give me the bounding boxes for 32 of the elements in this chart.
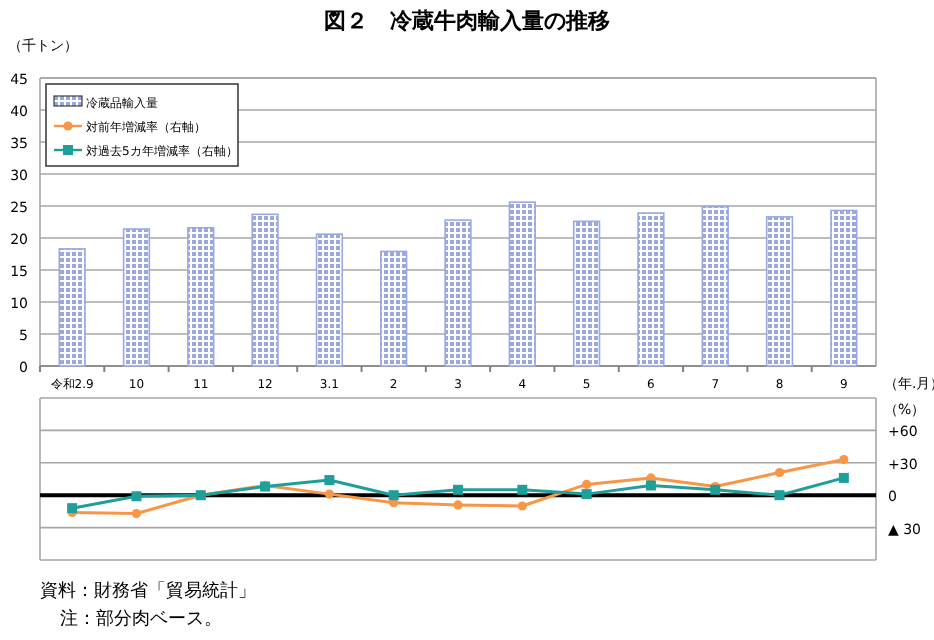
- bar: [58, 248, 86, 367]
- point: [839, 454, 849, 465]
- point: [324, 489, 334, 499]
- bar: [122, 228, 151, 367]
- text: 資料：財務省「貿易統計」: [40, 580, 256, 602]
- point: [131, 508, 142, 519]
- point: [774, 467, 785, 478]
- bar: [637, 212, 665, 367]
- bar: [315, 233, 344, 367]
- point: [453, 484, 463, 495]
- point: [774, 490, 785, 501]
- bar: [572, 220, 601, 367]
- point: [453, 500, 463, 510]
- point: [838, 472, 849, 483]
- bar: [701, 205, 729, 367]
- point: [582, 479, 592, 489]
- bar: [444, 219, 472, 367]
- point: [131, 491, 142, 502]
- bar: [187, 226, 215, 367]
- bar: [380, 250, 408, 367]
- point: [581, 489, 592, 500]
- bar: [251, 213, 279, 367]
- bar: [830, 209, 858, 367]
- point: [324, 475, 335, 486]
- point: [517, 501, 527, 511]
- point: [517, 484, 528, 495]
- point: [645, 480, 656, 491]
- point: [388, 490, 399, 501]
- bar: [508, 201, 536, 367]
- text: 注：部分肉ベース。: [60, 608, 222, 630]
- chart-title: 図２ 冷蔵牛肉輸入量の推移: [324, 8, 610, 34]
- bar: [765, 216, 794, 367]
